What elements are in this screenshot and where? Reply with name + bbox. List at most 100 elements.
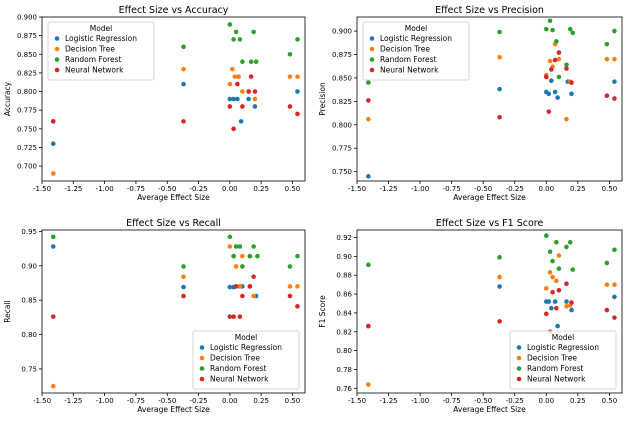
- legend-marker: [369, 36, 375, 41]
- data-point: [50, 244, 56, 249]
- data-point: [612, 282, 617, 287]
- data-point: [237, 284, 243, 289]
- data-point: [287, 264, 293, 269]
- data-point: [252, 96, 258, 102]
- data-point: [233, 284, 239, 289]
- data-point: [556, 288, 562, 293]
- x-tick-label: -0.75: [127, 185, 145, 193]
- data-point: [543, 286, 549, 291]
- data-point: [546, 299, 552, 304]
- x-tick-label: -0.75: [443, 397, 461, 405]
- data-point: [227, 314, 233, 319]
- legend-entry: Neural Network: [527, 375, 586, 384]
- data-point: [543, 74, 549, 80]
- y-tick-label: 0.900: [17, 14, 37, 22]
- x-tick-label: 0.25: [570, 185, 586, 193]
- legend-title: Model: [235, 333, 258, 342]
- data-point: [181, 293, 186, 299]
- data-point: [497, 29, 502, 35]
- data-point: [295, 304, 300, 309]
- data-point: [564, 116, 569, 122]
- x-tick-label: -1.25: [64, 185, 82, 193]
- x-tick-label: -0.50: [474, 397, 492, 405]
- data-point: [238, 119, 244, 124]
- data-point: [231, 253, 236, 259]
- data-point: [497, 54, 502, 60]
- y-tick-label: 0.875: [17, 32, 37, 40]
- chart-title: Effect Size vs Recall: [126, 218, 221, 229]
- y-tick-label: 0.775: [332, 145, 352, 153]
- data-point: [240, 293, 245, 299]
- y-tick-label: 0.875: [332, 51, 352, 59]
- y-tick-label: 0.700: [17, 163, 37, 171]
- chart-title: Effect Size vs F1 Score: [436, 218, 544, 229]
- x-tick-label: -1.00: [96, 397, 114, 405]
- data-point: [556, 253, 562, 258]
- data-point: [549, 67, 554, 72]
- y-tick-label: 0.80: [336, 347, 352, 355]
- data-point: [248, 59, 254, 65]
- data-point: [570, 30, 576, 36]
- data-point: [295, 89, 300, 94]
- data-point: [547, 249, 553, 254]
- data-point: [554, 239, 559, 245]
- data-point: [230, 66, 235, 72]
- data-point: [251, 29, 256, 35]
- data-point: [287, 74, 293, 79]
- legend-title: Model: [405, 24, 428, 33]
- data-point: [295, 253, 300, 259]
- x-axis-label: Average Effect Size: [453, 193, 526, 202]
- x-tick-label: 0.50: [602, 185, 618, 193]
- y-tick-label: 0.85: [21, 297, 37, 305]
- legend-entry: Logistic Regression: [210, 343, 282, 352]
- data-point: [552, 299, 558, 304]
- data-point: [50, 234, 56, 240]
- legend-marker: [54, 46, 60, 52]
- legend-title: Model: [90, 24, 113, 33]
- data-point: [366, 116, 371, 122]
- data-point: [604, 56, 610, 62]
- y-tick-label: 0.84: [336, 309, 352, 317]
- legend-entry: Random Forest: [65, 55, 122, 64]
- data-point: [366, 382, 371, 387]
- x-tick-label: 0.25: [570, 397, 586, 405]
- data-point: [232, 74, 238, 79]
- chart-panel-3: Effect Size vs Recall Average Effect Size…: [3, 218, 306, 414]
- legend-entry: Decision Tree: [527, 354, 577, 363]
- legend-entry: Neural Network: [65, 66, 124, 75]
- data-point: [604, 41, 610, 47]
- plot-area: [356, 16, 623, 182]
- data-point: [227, 284, 233, 290]
- x-tick-label: 0.00: [222, 397, 238, 405]
- data-point: [231, 37, 236, 42]
- data-point: [604, 282, 610, 287]
- data-point: [547, 18, 553, 24]
- data-point: [287, 284, 293, 289]
- data-point: [569, 80, 574, 85]
- data-point: [233, 264, 239, 269]
- data-point: [604, 260, 610, 266]
- data-point: [287, 293, 293, 299]
- legend-marker: [516, 345, 522, 350]
- data-point: [497, 274, 502, 280]
- data-point: [554, 39, 559, 44]
- data-point: [252, 89, 258, 94]
- x-tick-label: -0.25: [506, 185, 524, 193]
- data-point: [287, 51, 293, 57]
- x-axis-label: Average Effect Size: [137, 405, 210, 414]
- x-tick-label: -1.50: [33, 185, 51, 193]
- data-point: [227, 96, 233, 102]
- x-tick-label: -1.25: [379, 397, 397, 405]
- y-tick-label: 0.88: [336, 272, 352, 280]
- legend-marker: [54, 36, 60, 41]
- y-tick-label: 0.90: [336, 253, 352, 261]
- data-point: [612, 28, 617, 34]
- plot-area: [41, 229, 306, 394]
- data-point: [497, 284, 502, 289]
- data-point: [181, 81, 186, 87]
- y-axis-label: Accuracy: [3, 81, 12, 116]
- x-tick-label: -1.50: [348, 397, 366, 405]
- data-point: [556, 266, 562, 271]
- y-tick-label: 0.90: [21, 262, 37, 270]
